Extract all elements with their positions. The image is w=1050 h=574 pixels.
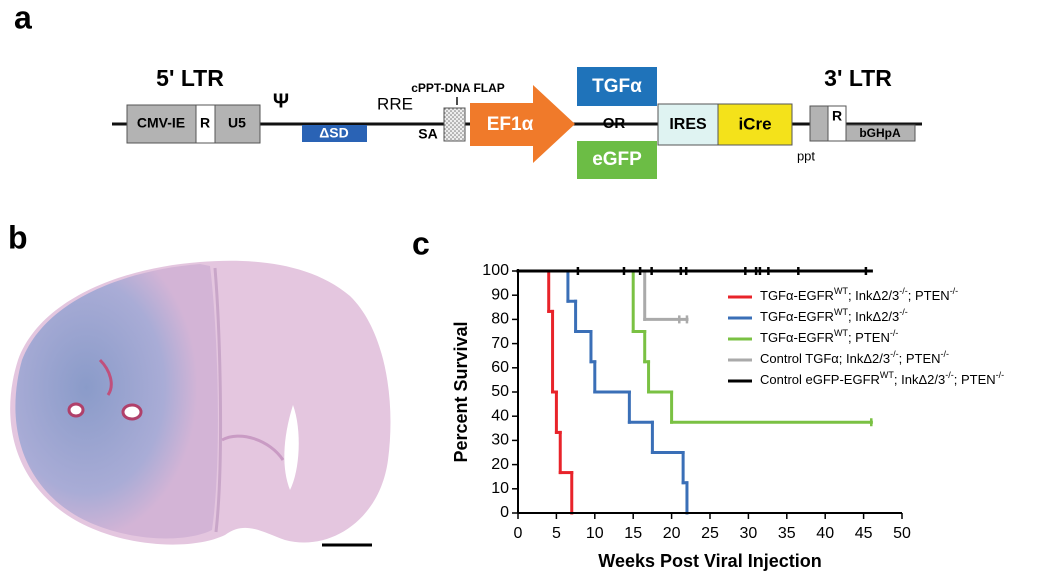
x-tick-label: 0 <box>514 525 523 542</box>
label: TGFα <box>592 76 642 97</box>
segment <box>827 105 847 142</box>
label: CMV-IE <box>137 115 185 131</box>
label: iCre <box>738 114 771 133</box>
y-tick-label: 50 <box>491 383 509 400</box>
label: Ψ <box>273 90 289 112</box>
survival-chart: Percent Survival Weeks Post Viral Inject… <box>451 262 1004 571</box>
y-tick-label: 10 <box>491 480 509 497</box>
y-tick-label: 70 <box>491 335 509 352</box>
x-tick-label: 15 <box>624 525 642 542</box>
segment <box>657 103 719 146</box>
label: U5 <box>228 115 246 131</box>
y-tick-label: 40 <box>491 407 509 424</box>
segment <box>302 125 367 142</box>
x-tick-label: 50 <box>893 525 911 542</box>
y-tick-label: 60 <box>491 359 509 376</box>
segment <box>443 107 466 142</box>
y-tick-label: 0 <box>500 504 509 521</box>
legend-label: Control TGFα; InkΔ2/3-/-; PTEN-/- <box>760 349 949 366</box>
label: R <box>832 108 842 124</box>
y-tick-label: 30 <box>491 432 509 449</box>
panel-label: a <box>14 0 32 35</box>
y-tick-label: 20 <box>491 456 509 473</box>
label: ΔSD <box>319 125 349 141</box>
y-axis-label: Percent Survival <box>451 321 471 462</box>
label: ppt <box>797 148 815 163</box>
label: EF1α <box>487 114 534 135</box>
x-axis-label: Weeks Post Viral Injection <box>598 551 821 571</box>
x-tick-label: 45 <box>855 525 873 542</box>
legend-label: TGFα-EGFRWT; InkΔ2/3-/- <box>760 307 908 324</box>
x-tick-label: 10 <box>586 525 604 542</box>
arrow-segment <box>470 85 575 163</box>
label: RRE <box>377 94 413 113</box>
x-tick-label: 20 <box>663 525 681 542</box>
label: OR <box>603 115 626 132</box>
label: 3' LTR <box>824 65 892 91</box>
label: SA <box>418 126 437 142</box>
y-tick-label: 100 <box>482 262 509 279</box>
panel-label: c <box>412 225 430 261</box>
histology-image <box>10 260 391 547</box>
segment <box>845 124 916 142</box>
label: IRES <box>669 116 707 133</box>
x-tick-label: 35 <box>778 525 796 542</box>
label: cPPT-DNA FLAP <box>411 81 505 95</box>
segment <box>577 67 657 106</box>
label: R <box>200 115 210 131</box>
label: bGHpA <box>859 126 901 140</box>
x-tick-label: 5 <box>552 525 561 542</box>
segment <box>809 105 829 142</box>
legend-label: TGFα-EGFRWT; PTEN-/- <box>760 328 898 345</box>
legend-label: TGFα-EGFRWT; InkΔ2/3-/-; PTEN-/- <box>760 286 958 303</box>
y-tick-label: 80 <box>491 311 509 328</box>
segment <box>577 141 657 179</box>
segment <box>717 103 793 146</box>
legend-label: Control eGFP-EGFRWT; InkΔ2/3-/-; PTEN-/- <box>760 370 1004 387</box>
x-tick-label: 25 <box>701 525 719 542</box>
vector-diagram: 5' LTR 3' LTR CMV-IE R U5 Ψ ΔSD RRE SA c… <box>112 65 922 179</box>
label: 5' LTR <box>156 65 224 91</box>
x-tick-label: 30 <box>740 525 758 542</box>
segment <box>214 104 261 144</box>
panel-label: b <box>8 219 28 255</box>
label: eGFP <box>592 149 642 170</box>
y-tick-label: 90 <box>491 286 509 303</box>
x-tick-label: 40 <box>816 525 834 542</box>
